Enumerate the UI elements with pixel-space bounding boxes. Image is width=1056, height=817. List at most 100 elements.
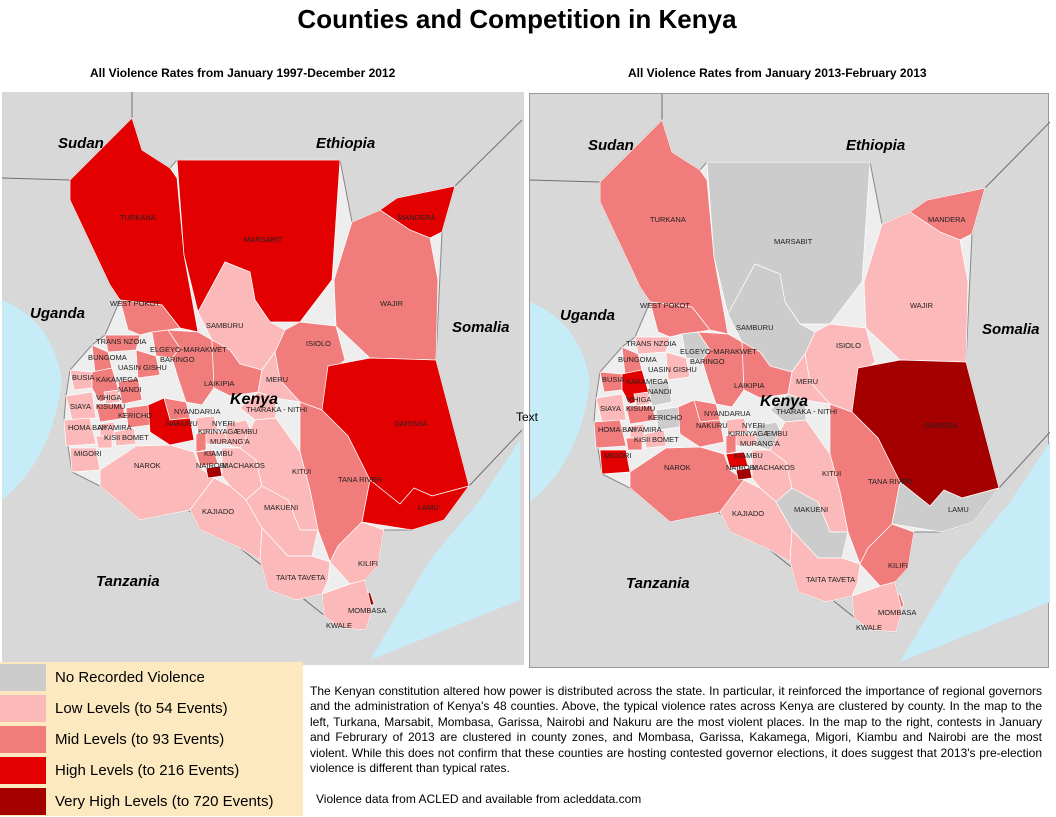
left-label-kericho: KERICHO bbox=[118, 411, 152, 420]
right-label-makueni: MAKUENI bbox=[794, 505, 828, 514]
right-map-subtitle: All Violence Rates from January 2013-Feb… bbox=[628, 66, 927, 80]
left-county-siaya bbox=[65, 391, 97, 421]
legend-swatch-high bbox=[0, 757, 46, 784]
legend-label-mid: Mid Levels (to 93 Events) bbox=[55, 731, 225, 748]
left-label-mombasa: MOMBASA bbox=[348, 606, 386, 615]
left-lake-victoria bbox=[2, 300, 62, 500]
left-label-kisumu: KISUMU bbox=[96, 402, 125, 411]
right-label-lamu: LAMU bbox=[948, 505, 969, 514]
left-label-nyandarua: NYANDARUA bbox=[174, 407, 221, 416]
right-label-baringo: BARINGO bbox=[690, 357, 725, 366]
left-county-vihiga bbox=[103, 389, 121, 405]
left-label-lamu: LAMU bbox=[418, 503, 439, 512]
legend-swatch-mid bbox=[0, 726, 46, 753]
left-county-kisumu bbox=[95, 403, 127, 423]
left-label-busia: BUSIA bbox=[72, 373, 95, 382]
legend-item-low: Low Levels (to 54 Events) bbox=[0, 693, 303, 724]
left-label-nandi: NANDI bbox=[118, 385, 141, 394]
legend-swatch-low bbox=[0, 695, 46, 722]
left-county-kwale bbox=[321, 579, 373, 631]
left-label-nyamira: NYAMIRA bbox=[98, 423, 132, 432]
left-county-uasin-gishu bbox=[135, 349, 161, 379]
left-label-narok: NAROK bbox=[134, 461, 161, 470]
left-label-turkana: TURKANA bbox=[120, 213, 156, 222]
left-label-kajiado: KAJIADO bbox=[202, 507, 234, 516]
left-county-tharaka-nithi bbox=[239, 391, 277, 421]
right-label-homa-bay: HOMA BAY bbox=[598, 425, 637, 434]
right-county-nandi bbox=[647, 379, 673, 407]
left-label-murang-a: MURANG'A bbox=[210, 437, 250, 446]
right-label-nyamira: NYAMIRA bbox=[628, 425, 662, 434]
right-label-isiolo: ISIOLO bbox=[836, 341, 861, 350]
left-label-samburu: SAMBURU bbox=[206, 321, 244, 330]
right-label-kitui: KITUI bbox=[822, 469, 841, 478]
right-label-laikipia: LAIKIPIA bbox=[734, 381, 764, 390]
left-label-embu: EMBU bbox=[236, 427, 258, 436]
right-county-nyamira bbox=[629, 423, 645, 439]
right-country-sudan: Sudan bbox=[588, 137, 634, 154]
left-label-kakamega: KAKAMEGA bbox=[96, 375, 138, 384]
right-county-kilifi bbox=[859, 523, 915, 587]
right-label-kajiado: KAJIADO bbox=[732, 509, 764, 518]
legend-item-none: No Recorded Violence bbox=[0, 662, 303, 693]
left-country-border bbox=[468, 429, 523, 487]
legend-label-none: No Recorded Violence bbox=[55, 669, 205, 686]
right-label-murang-a: MURANG'A bbox=[740, 439, 780, 448]
right-county-kisumu bbox=[625, 405, 657, 425]
left-label-migori: MIGORI bbox=[74, 449, 102, 458]
description-paragraph: The Kenyan constitution altered how powe… bbox=[310, 684, 1042, 776]
left-county-nyamira bbox=[99, 421, 115, 437]
left-country-ethiopia: Ethiopia bbox=[316, 135, 375, 152]
left-label-makueni: MAKUENI bbox=[264, 503, 298, 512]
right-label-narok: NAROK bbox=[664, 463, 691, 472]
right-label-kakamega: KAKAMEGA bbox=[626, 377, 668, 386]
right-county-homa-bay bbox=[593, 419, 627, 449]
page-title: Counties and Competition in Kenya bbox=[297, 4, 737, 34]
left-county-nakuru bbox=[147, 397, 195, 446]
right-map: TURKANA MARSABIT MANDERA WAJIR ISIOLO GARISSA… bbox=[529, 93, 1050, 668]
left-label-homa-bay: HOMA BAY bbox=[68, 423, 107, 432]
right-county-tharaka-nithi bbox=[769, 393, 807, 423]
right-country-border bbox=[984, 121, 1050, 189]
left-label-vihiga: VIHIGA bbox=[96, 393, 121, 402]
right-country-tanzania: Tanzania bbox=[626, 575, 690, 592]
right-label-garissa: GARISSA bbox=[924, 421, 957, 430]
left-label-wajir: WAJIR bbox=[380, 299, 404, 308]
right-label-migori: MIGORI bbox=[604, 451, 632, 460]
left-label-uasin-gishu: UASIN GISHU bbox=[118, 363, 167, 372]
left-county-baringo bbox=[167, 329, 215, 406]
left-label-nakuru: NAKURU bbox=[166, 419, 198, 428]
left-indian-ocean bbox=[370, 440, 520, 660]
left-label-isiolo: ISIOLO bbox=[306, 339, 331, 348]
legend-label-high: High Levels (to 216 Events) bbox=[55, 762, 240, 779]
right-label-tana-river: TANA RIVER bbox=[868, 477, 913, 486]
left-country-somalia: Somalia bbox=[452, 319, 510, 336]
left-label-meru: MERU bbox=[266, 375, 288, 384]
right-county-uasin-gishu bbox=[665, 351, 691, 381]
right-county-murang-a bbox=[725, 433, 737, 455]
right-label-kilifi: KILIFI bbox=[888, 561, 908, 570]
legend-label-very-high: Very High Levels (to 720 Events) bbox=[55, 793, 274, 810]
left-county-nandi bbox=[117, 377, 143, 405]
right-label-elgeyo-marakwet: ELGEYO-MARAKWET bbox=[680, 347, 757, 356]
right-label-trans-nzoia: TRANS NZOIA bbox=[626, 339, 676, 348]
right-label-machakos: MACHAKOS bbox=[752, 463, 795, 472]
left-label-kiambu: KIAMBU bbox=[204, 449, 233, 458]
left-label-nairobi: NAIROBI bbox=[196, 461, 227, 470]
right-label-nandi: NANDI bbox=[648, 387, 671, 396]
legend-item-high: High Levels (to 216 Events) bbox=[0, 755, 303, 786]
left-label-west-pokot: WEST POKOT bbox=[110, 299, 160, 308]
right-label-west-pokot: WEST POKOT bbox=[640, 301, 690, 310]
right-label-embu: EMBU bbox=[766, 429, 788, 438]
right-map-svg: TURKANA MARSABIT MANDERA WAJIR ISIOLO GARISSA… bbox=[530, 94, 1050, 662]
left-country-border bbox=[454, 119, 523, 187]
right-county-lamu bbox=[891, 481, 1000, 533]
right-label-meru: MERU bbox=[796, 377, 818, 386]
right-county-nakuru bbox=[677, 399, 725, 448]
left-county-homa-bay bbox=[63, 417, 97, 447]
left-country-sudan: Sudan bbox=[58, 135, 104, 152]
right-county-wajir bbox=[863, 211, 969, 363]
left-label-elgeyo-marakwet: ELGEYO-MARAKWET bbox=[150, 345, 227, 354]
right-label-nyandarua: NYANDARUA bbox=[704, 409, 751, 418]
left-county-kisii bbox=[95, 435, 113, 449]
